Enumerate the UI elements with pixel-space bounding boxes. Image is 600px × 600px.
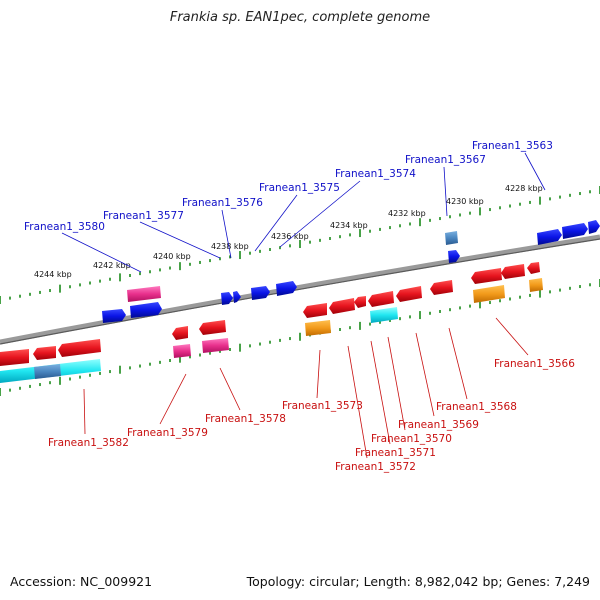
reverse-labels: Franean1_3566 Franean1_3568 Franean1_356…	[48, 358, 575, 473]
callout-line	[347, 345, 368, 459]
gene-feature[interactable]	[473, 285, 505, 303]
gene-feature[interactable]	[529, 278, 543, 292]
scale-label: 4240 kbp	[153, 252, 191, 261]
gene-arrow[interactable]	[251, 286, 270, 300]
gene-label[interactable]: Franean1_3573	[282, 400, 363, 412]
gene-label[interactable]: Franean1_3570	[371, 433, 452, 445]
gene-arrow[interactable]	[396, 286, 422, 302]
forward-genes	[102, 220, 600, 323]
callout-line	[221, 209, 232, 259]
gene-feature[interactable]	[173, 344, 191, 358]
callout-line	[415, 332, 435, 417]
callout-line	[387, 336, 406, 431]
gene-arrow[interactable]	[448, 250, 460, 263]
scale-labels: 4228 kbp 4230 kbp 4232 kbp 4234 kbp 4236…	[34, 184, 543, 279]
gene-arrow[interactable]	[221, 292, 233, 305]
figure-title: Frankia sp. EAN1pec, complete genome	[169, 10, 431, 25]
gene-arrow[interactable]	[501, 264, 525, 279]
gene-label[interactable]: Franean1_3571	[355, 447, 436, 459]
gene-label[interactable]: Franean1_3579	[127, 427, 208, 439]
gene-arrow[interactable]	[368, 291, 394, 307]
callout-line	[495, 317, 529, 356]
callout-line	[443, 166, 448, 217]
gene-arrow[interactable]	[233, 291, 241, 303]
gene-arrow[interactable]	[0, 349, 29, 366]
callout-line	[139, 221, 221, 259]
callout-line	[219, 367, 241, 411]
gene-label[interactable]: Franean1_3563	[472, 140, 553, 152]
gene-arrow[interactable]	[172, 326, 188, 340]
genome-backbone-shadow	[0, 238, 600, 345]
reverse-callouts	[83, 317, 529, 459]
gene-arrow[interactable]	[329, 298, 355, 314]
reverse-genes	[0, 262, 543, 383]
callout-line	[316, 349, 321, 399]
gene-arrow[interactable]	[471, 268, 502, 284]
gene-feature[interactable]	[34, 364, 61, 379]
gene-label[interactable]: Franean1_3582	[48, 437, 129, 449]
scale-label: 4238 kbp	[211, 242, 249, 251]
gene-feature[interactable]	[202, 338, 229, 353]
callout-line	[83, 388, 86, 435]
callout-line	[370, 340, 391, 445]
gene-feature[interactable]	[305, 320, 331, 336]
callout-line	[159, 373, 187, 425]
gene-arrow[interactable]	[102, 309, 126, 323]
gene-label[interactable]: Franean1_3572	[335, 461, 416, 473]
gene-feature[interactable]	[370, 307, 398, 323]
gene-label[interactable]: Franean1_3568	[436, 401, 517, 413]
genome-summary-text: Topology: circular; Length: 8,982,042 bp…	[246, 574, 590, 589]
scale-label: 4244 kbp	[34, 270, 72, 279]
gene-label[interactable]: Franean1_3575	[259, 182, 340, 194]
callout-line	[254, 194, 298, 252]
scale-label: 4232 kbp	[388, 209, 426, 218]
callout-line	[61, 232, 142, 273]
gene-label[interactable]: Franean1_3569	[398, 419, 479, 431]
gene-arrow[interactable]	[562, 223, 588, 239]
gene-label[interactable]: Franean1_3574	[335, 168, 416, 180]
callout-line	[448, 327, 468, 400]
gene-label[interactable]: Franean1_3577	[103, 210, 184, 222]
callout-line	[524, 152, 546, 191]
scale-label: 4236 kbp	[271, 232, 309, 241]
forward-callouts	[61, 152, 546, 273]
genome-backbone	[0, 234, 600, 345]
gene-arrow[interactable]	[588, 220, 600, 234]
forward-labels: Franean1_3563 Franean1_3567 Franean1_357…	[24, 140, 553, 233]
gene-arrow[interactable]	[130, 302, 162, 318]
accession-text: Accession: NC_009921	[10, 574, 153, 589]
gene-arrow[interactable]	[58, 339, 101, 357]
gene-label[interactable]: Franean1_3566	[494, 358, 575, 370]
gene-arrow[interactable]	[527, 262, 540, 274]
gene-feature[interactable]	[127, 286, 161, 302]
gene-label[interactable]: Franean1_3578	[205, 413, 286, 425]
gene-label[interactable]: Franean1_3567	[405, 154, 486, 166]
scale-label: 4230 kbp	[446, 197, 484, 206]
gene-label[interactable]: Franean1_3576	[182, 197, 263, 209]
scale-label: 4234 kbp	[330, 221, 368, 230]
callout-line	[279, 180, 361, 248]
gene-arrow[interactable]	[33, 346, 56, 360]
gene-arrow[interactable]	[537, 229, 562, 245]
gene-label[interactable]: Franean1_3580	[24, 221, 105, 233]
gene-arrow[interactable]	[354, 296, 366, 308]
scale-label: 4242 kbp	[93, 261, 131, 270]
scale-label: 4228 kbp	[505, 184, 543, 193]
gene-arrow[interactable]	[199, 320, 226, 335]
gene-feature[interactable]	[445, 231, 458, 245]
gene-arrow[interactable]	[303, 303, 327, 318]
gene-arrow[interactable]	[276, 281, 297, 296]
gene-arrow[interactable]	[430, 280, 453, 295]
